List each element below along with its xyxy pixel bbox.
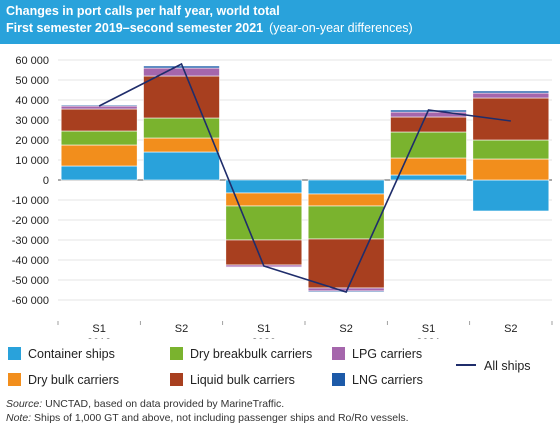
y-tick-label: -50 000 [12, 275, 49, 287]
bar-segment-lng-carriers [143, 65, 220, 69]
y-tick-label: 10 000 [15, 155, 49, 167]
chart-subtitle-note: (year-on-year differences) [269, 21, 413, 35]
bar-segment-dry-bulk-carriers [307, 193, 385, 207]
note-text: Ships of 1,000 GT and above, not includi… [34, 412, 409, 424]
bar-segment-dry-breakbulk-carriers [225, 205, 303, 241]
x-tick-label: S2 [339, 323, 352, 335]
bar-segment-container-ships [60, 165, 138, 181]
chart-header: Changes in port calls per half year, wor… [0, 0, 560, 44]
bar-segment-lng-carriers [225, 266, 303, 268]
bar-segment-liquid-bulk-carriers [390, 116, 467, 133]
bar-segment-dry-breakbulk-carriers [390, 131, 467, 159]
legend-item-dry-breakbulk: Dry breakbulk carriers [170, 347, 312, 361]
y-tick-label: 30 000 [15, 115, 49, 127]
y-tick-label: 20 000 [15, 135, 49, 147]
y-tick-label: -30 000 [12, 235, 49, 247]
bar-segment-dry-breakbulk-carriers [472, 139, 550, 160]
legend-swatch-dry-bulk [8, 373, 21, 386]
bar-segment-lpg-carriers [60, 105, 138, 110]
bar-segment-dry-bulk-carriers [390, 157, 467, 176]
y-tick-label: 40 000 [15, 95, 49, 107]
source-label: Source: [6, 398, 43, 410]
chart-subtitle: First semester 2019–second semester 2021 [6, 21, 264, 35]
legend-line-all-ships [456, 364, 476, 366]
chart-title: Changes in port calls per half year, wor… [6, 4, 280, 18]
legend-swatch-dry-breakbulk [170, 347, 183, 360]
legend-label: All ships [484, 359, 531, 373]
source-note: Source: UNCTAD, based on data provided b… [6, 397, 409, 411]
legend-swatch-lpg [332, 347, 345, 360]
all-ships-line [98, 62, 511, 293]
bar-segment-dry-breakbulk-carriers [60, 130, 138, 146]
bar-segment-liquid-bulk-carriers [143, 75, 220, 119]
source-text: UNCTAD, based on data provided by Marine… [45, 398, 285, 410]
bar-segment-liquid-bulk-carriers [225, 239, 303, 266]
bar-segment-dry-breakbulk-carriers [307, 205, 385, 240]
x-tick-label: S2 [504, 323, 517, 335]
bar-segment-container-ships [225, 179, 303, 194]
legend-label: Dry bulk carriers [28, 373, 119, 387]
bar-segment-container-ships [143, 151, 220, 181]
legend-item-lpg: LPG carriers [332, 347, 422, 361]
bar-segment-container-ships [390, 174, 467, 181]
y-tick-label: 0 [43, 175, 49, 187]
y-tick-label: -60 000 [12, 295, 49, 307]
stacked-bar-chart: 60 000 50 000 40 000 30 000 20 000 10 000 0 -10… [12, 55, 553, 339]
x-tick-label: S1 [422, 323, 435, 335]
chart-notes: Source: UNCTAD, based on data provided b… [6, 397, 409, 425]
legend-label: Dry breakbulk carriers [190, 347, 313, 361]
bar-segment-dry-bulk-carriers [60, 144, 138, 167]
legend-label: LPG carriers [352, 347, 423, 361]
y-tick-label: -20 000 [12, 215, 49, 227]
scope-note: Note: Ships of 1,000 GT and above, not i… [6, 411, 409, 425]
bar-segment-liquid-bulk-carriers [472, 97, 550, 141]
legend-item-lng: LNG carriers [332, 373, 423, 387]
chart-legend: Container ships Dry breakbulk carriers L… [8, 343, 556, 393]
bar-segment-container-ships [307, 179, 385, 195]
legend-item-liquid-bulk: Liquid bulk carriers [170, 373, 295, 387]
x-tick-year-label: 2021 [416, 337, 440, 339]
y-tick-label: 60 000 [15, 55, 49, 67]
bar-segment-dry-bulk-carriers [143, 137, 220, 153]
legend-item-all-ships: All ships [456, 359, 531, 373]
bar-segment-liquid-bulk-carriers [60, 108, 138, 132]
legend-swatch-lng [332, 373, 345, 386]
x-tick-year-label: 2020 [252, 337, 276, 339]
x-tick-label: S1 [257, 323, 270, 335]
x-tick-year-label: 2019 [87, 337, 111, 339]
legend-label: Container ships [28, 347, 115, 361]
bar-segment-dry-bulk-carriers [472, 158, 550, 181]
y-tick-label: -10 000 [12, 195, 49, 207]
legend-label: LNG carriers [352, 373, 423, 387]
bar-segment-liquid-bulk-carriers [307, 238, 385, 289]
chart-subtitle-row: First semester 2019–second semester 2021… [6, 20, 554, 37]
bar-segment-lpg-carriers [143, 67, 220, 77]
legend-item-dry-bulk: Dry bulk carriers [8, 373, 119, 387]
bar-segment-lpg-carriers [472, 92, 550, 99]
legend-swatch-container-ships [8, 347, 21, 360]
note-label: Note: [6, 412, 32, 424]
bar-segment-lng-carriers [472, 90, 550, 94]
legend-label: Liquid bulk carriers [190, 373, 295, 387]
bar-segment-container-ships [472, 179, 550, 212]
legend-swatch-liquid-bulk [170, 373, 183, 386]
y-tick-label: 50 000 [15, 75, 49, 87]
legend-item-container-ships: Container ships [8, 347, 115, 361]
y-tick-label: -40 000 [12, 255, 49, 267]
x-tick-label: S2 [175, 323, 188, 335]
x-tick-label: S1 [92, 323, 105, 335]
